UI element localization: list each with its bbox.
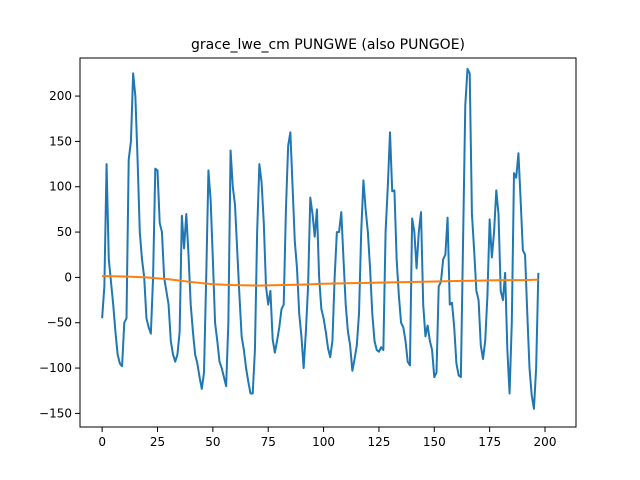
plot-frame xyxy=(79,57,577,428)
chart-title: grace_lwe_cm PUNGWE (also PUNGOE) xyxy=(191,37,465,53)
x-tick-label: 75 xyxy=(261,435,276,449)
x-tick-label: 0 xyxy=(98,435,106,449)
y-tick-label: 0 xyxy=(64,270,72,284)
y-tick-label: 50 xyxy=(57,225,72,239)
x-tick-label: 175 xyxy=(478,435,501,449)
series-layer xyxy=(101,67,540,410)
y-tick-label: 100 xyxy=(49,180,72,194)
y-tick-label: −50 xyxy=(47,316,72,330)
series-line-2 xyxy=(102,275,539,287)
y-tick-label: 200 xyxy=(49,89,72,103)
series-line-1 xyxy=(101,67,540,410)
x-tick-label: 200 xyxy=(534,435,557,449)
x-tick-label: 50 xyxy=(205,435,220,449)
x-tick-label: 125 xyxy=(367,435,390,449)
y-tick-label: −150 xyxy=(39,406,72,420)
y-tick-label: −100 xyxy=(39,361,72,375)
x-tick-label: 150 xyxy=(423,435,446,449)
x-tick-label: 100 xyxy=(312,435,335,449)
axes-layer: 0 25 50 75 100 125 150 175 200 −150 −100 −50 0 50 100 1… xyxy=(39,89,556,449)
x-tick-label: 25 xyxy=(150,435,165,449)
y-tick-label: 150 xyxy=(49,134,72,148)
